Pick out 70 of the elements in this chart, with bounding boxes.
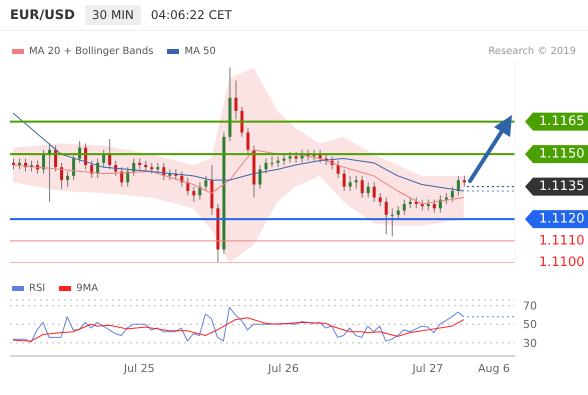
- y-tick-label: 30: [523, 336, 537, 350]
- candlestick: [402, 199, 406, 216]
- candlestick: [240, 106, 244, 138]
- candlestick: [102, 149, 106, 168]
- legend-label: RSI: [28, 283, 46, 294]
- candlestick: [72, 154, 76, 181]
- candlestick: [432, 199, 436, 214]
- candlestick: [450, 186, 454, 202]
- candlestick: [144, 160, 148, 172]
- x-tick-label: Jul 26: [267, 362, 299, 375]
- candlestick: [360, 175, 364, 198]
- candlestick: [342, 168, 346, 192]
- candlestick: [336, 160, 340, 178]
- line-series: [12, 306, 464, 342]
- candlestick: [438, 194, 442, 214]
- candlestick: [294, 152, 298, 164]
- candlestick: [270, 156, 274, 168]
- candlestick: [150, 162, 154, 174]
- candlestick: [60, 162, 64, 190]
- candlestick: [198, 182, 202, 200]
- line-series: [12, 317, 464, 342]
- y-tick-label: 1.1150: [539, 146, 584, 162]
- candlestick: [354, 175, 358, 190]
- candlestick: [288, 152, 292, 164]
- candlestick: [408, 197, 412, 209]
- y-tick-label: 1.1165: [539, 114, 584, 130]
- candlestick: [138, 158, 142, 170]
- chart-subtitle: 30 MIN: [84, 5, 141, 25]
- y-tick-label: 1.1120: [539, 212, 584, 227]
- candlestick: [168, 168, 172, 181]
- candlestick: [384, 197, 388, 235]
- candlestick: [462, 175, 466, 188]
- candlestick: [234, 80, 238, 120]
- line-series: [12, 112, 464, 192]
- candlestick: [366, 182, 370, 198]
- candlestick: [426, 199, 430, 211]
- text: 04:06:22 CET: [150, 8, 232, 22]
- candlestick: [120, 166, 124, 188]
- candlestick: [396, 206, 400, 220]
- candlestick: [282, 154, 286, 166]
- candlestick: [192, 186, 196, 202]
- candlestick: [18, 158, 22, 170]
- candlestick: [246, 128, 250, 155]
- candlestick: [264, 158, 268, 174]
- x-tick-label: Jul 25: [122, 362, 155, 375]
- y-tick-label: 1.1135: [539, 179, 584, 194]
- candlestick: [66, 171, 70, 188]
- y-tick-label: 1.1100: [539, 255, 584, 270]
- candlestick: [348, 175, 352, 192]
- candlestick: [156, 162, 160, 174]
- y-tick-label: 70: [523, 300, 537, 313]
- x-tick-label: Jul 27: [411, 362, 444, 375]
- candlestick: [378, 192, 382, 207]
- chart-title: EUR/USD: [10, 8, 75, 22]
- candlestick: [372, 182, 376, 202]
- candlestick: [126, 166, 130, 188]
- legend-label: MA 50: [183, 46, 216, 57]
- candlestick: [108, 138, 112, 170]
- candlestick: [456, 175, 460, 196]
- candlestick: [258, 164, 262, 190]
- candlestick: [390, 208, 394, 237]
- y-tick-label: 1.1110: [539, 233, 584, 248]
- text: Research © 2019: [488, 46, 576, 57]
- x-tick-label: Aug 6: [478, 362, 510, 375]
- candlestick: [204, 175, 208, 192]
- y-tick-label: 50: [523, 318, 537, 332]
- candlestick: [444, 192, 448, 204]
- candlestick: [276, 156, 280, 168]
- legend-label: MA 20 + Bollinger Bands: [28, 46, 154, 57]
- legend-label: 9MA: [75, 283, 98, 294]
